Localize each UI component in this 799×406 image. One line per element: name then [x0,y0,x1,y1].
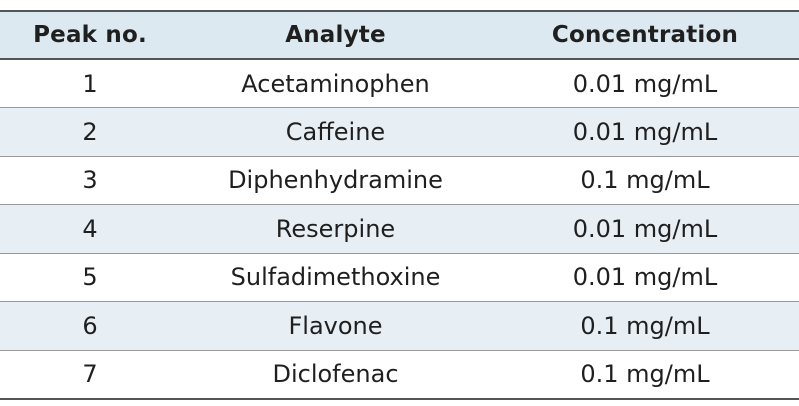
cell-concentration: 0.01 mg/mL [572,69,718,98]
cell-peak-no: 1 [82,69,98,98]
cell-analyte: Diclofenac [272,360,399,388]
cell-analyte: Acetaminophen [241,69,430,98]
cell-concentration: 0.1 mg/mL [580,360,710,388]
table-row: 3 Diphenhydramine 0.1 mg/mL [0,156,799,205]
cell-concentration: 0.01 mg/mL [572,214,718,243]
cell-analyte: Flavone [288,311,383,340]
cell-peak-no: 5 [82,263,98,292]
table-row: 4 Reserpine 0.01 mg/mL [0,204,799,253]
header-concentration: Concentration [551,22,739,48]
analyte-table: Peak no. Analyte Concentration 1 Acetami… [0,10,799,400]
table-row: 7 Diclofenac 0.1 mg/mL [0,350,799,399]
cell-peak-no: 7 [82,360,98,388]
table-body: 1 Acetaminophen 0.01 mg/mL 2 Caffeine 0.… [0,59,799,399]
table-row: 5 Sulfadimethoxine 0.01 mg/mL [0,253,799,302]
cell-analyte: Reserpine [275,214,396,243]
header-analyte: Analyte [285,22,386,48]
cell-analyte: Caffeine [285,117,386,146]
cell-concentration: 0.01 mg/mL [572,117,718,146]
cell-peak-no: 3 [82,166,98,195]
table-header: Peak no. Analyte Concentration [0,11,799,59]
table-row: 1 Acetaminophen 0.01 mg/mL [0,59,799,108]
cell-concentration: 0.01 mg/mL [572,263,718,292]
header-peak-no: Peak no. [33,22,147,48]
cell-peak-no: 4 [82,214,98,243]
cell-concentration: 0.1 mg/mL [580,311,710,340]
cell-peak-no: 2 [82,117,98,146]
table-row: 2 Caffeine 0.01 mg/mL [0,107,799,156]
cell-concentration: 0.1 mg/mL [580,166,710,195]
cell-peak-no: 6 [82,311,98,340]
cell-analyte: Diphenhydramine [228,166,443,195]
header-row: Peak no. Analyte Concentration [0,11,799,59]
table-row: 6 Flavone 0.1 mg/mL [0,301,799,350]
cell-analyte: Sulfadimethoxine [230,263,441,292]
